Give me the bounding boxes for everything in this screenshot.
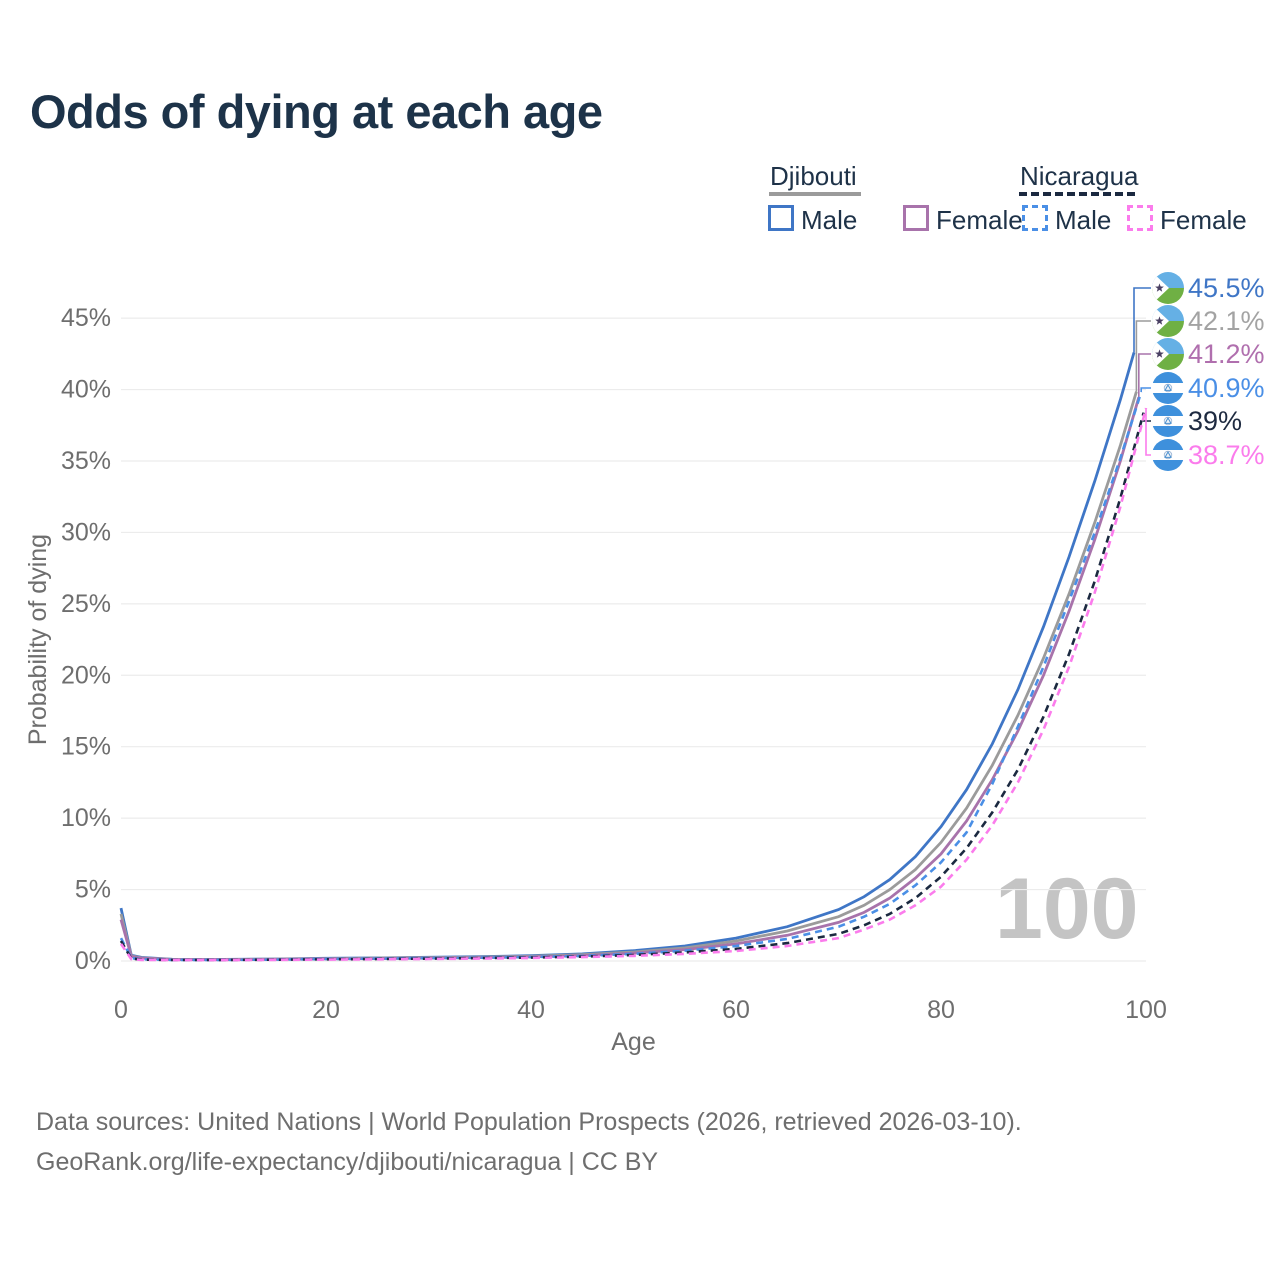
end-value-label-nicaragua-both: 39%: [1188, 406, 1242, 436]
nicaragua-flag-icon: [1152, 405, 1184, 437]
legend-label-djibouti-male: Male: [801, 205, 858, 235]
y-tick-label: 25%: [61, 590, 111, 618]
legend-swatch-djibouti-male: [768, 205, 794, 231]
y-tick-label: 30%: [61, 518, 111, 546]
y-tick-label: 35%: [61, 447, 111, 475]
legend-label-nicaragua-female: Female: [1160, 205, 1247, 235]
end-value-label-djibouti-both: 42.1%: [1188, 306, 1265, 336]
y-tick-label: 0%: [75, 947, 111, 975]
djibouti-flag-icon: [1152, 305, 1184, 337]
legend-djibouti-line-swatch: [769, 192, 861, 196]
series-line-djibouti-female: [119, 396, 1141, 962]
nicaragua-flag-icon: [1152, 372, 1184, 404]
legend-nicaragua-line-swatch: [1019, 192, 1135, 196]
y-tick-label: 40%: [61, 376, 111, 404]
x-tick-label: 20: [312, 996, 340, 1024]
page-title: Odds of dying at each age: [30, 85, 603, 138]
x-tick-label: 40: [517, 996, 545, 1024]
footer-attribution: GeoRank.org/life-expectancy/djibouti/nic…: [36, 1148, 659, 1176]
leader-line-nicaragua-male: [1140, 387, 1151, 392]
legend-swatch-djibouti-female: [903, 205, 929, 231]
line-chart: 0% 5% 10% 15% 20% 25% 30% 35% 40% 45% 0 20 40 60 80 100…: [24, 272, 1265, 1056]
y-tick-label: 20%: [61, 661, 111, 689]
legend-group-nicaragua-title: Nicaragua: [1020, 161, 1139, 191]
end-value-label-nicaragua-female: 38.7%: [1188, 440, 1265, 470]
footer-data-sources: Data sources: United Nations | World Pop…: [36, 1108, 1022, 1136]
djibouti-flag-icon: [1152, 272, 1184, 304]
nicaragua-flag-icon: [1152, 439, 1184, 471]
y-axis-title: Probability of dying: [24, 534, 52, 745]
legend-swatch-nicaragua-female: [1127, 205, 1153, 231]
legend-swatch-nicaragua-male: [1022, 205, 1048, 231]
leader-line-djibouti-female: [1138, 353, 1151, 398]
x-axis-title: Age: [611, 1028, 655, 1056]
x-tick-label: 100: [1125, 996, 1167, 1024]
end-value-label-djibouti-male: 45.5%: [1188, 273, 1265, 303]
series-line-nicaragua-male: [119, 391, 1143, 962]
series-line-djibouti-male: [119, 352, 1136, 961]
series-line-nicaragua-female: [119, 407, 1148, 962]
x-tick-label: 0: [114, 996, 128, 1024]
y-tick-label: 15%: [61, 733, 111, 761]
leader-line-djibouti-male: [1133, 287, 1151, 353]
x-tick-label: 80: [927, 996, 955, 1024]
legend-label-nicaragua-male: Male: [1055, 205, 1112, 235]
x-tick-label: 60: [722, 996, 750, 1024]
y-tick-label: 5%: [75, 876, 111, 904]
djibouti-flag-icon: [1152, 338, 1184, 370]
legend-label-djibouti-female: Female: [936, 205, 1023, 235]
y-tick-label: 10%: [61, 804, 111, 832]
end-value-label-djibouti-female: 41.2%: [1188, 339, 1265, 369]
y-tick-label: 45%: [61, 304, 111, 332]
legend-group-djibouti-title: Djibouti: [770, 161, 857, 191]
leader-line-nicaragua-female: [1145, 408, 1151, 456]
series-line-nicaragua-both: [119, 412, 1145, 962]
end-value-label-nicaragua-male: 40.9%: [1188, 373, 1265, 403]
leader-line-djibouti-both: [1135, 320, 1151, 392]
age-counter-watermark: 100: [995, 861, 1139, 957]
